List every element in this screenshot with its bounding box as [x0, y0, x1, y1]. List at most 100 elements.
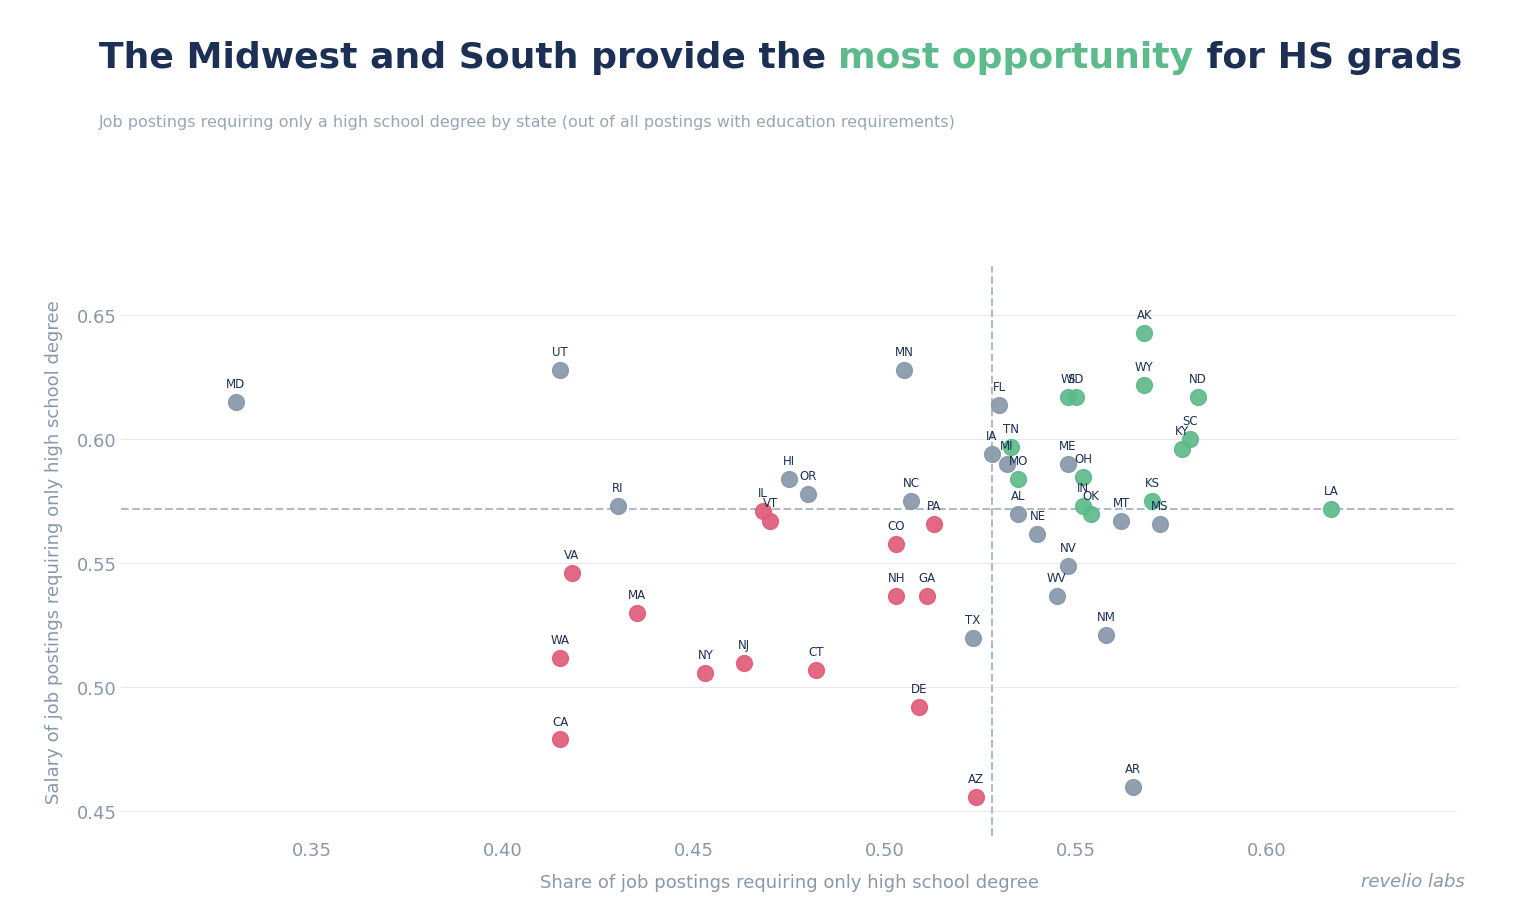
Text: The Midwest and South provide the: The Midwest and South provide the — [99, 41, 838, 75]
Point — [548, 732, 572, 747]
Text: NC: NC — [903, 477, 920, 490]
Point — [1178, 433, 1202, 448]
Text: ME: ME — [1060, 440, 1076, 453]
Point — [1140, 494, 1164, 509]
Text: MN: MN — [894, 346, 914, 358]
Point — [987, 398, 1011, 413]
Text: AK: AK — [1137, 309, 1152, 322]
Text: NE: NE — [1029, 509, 1046, 522]
Point — [961, 630, 985, 645]
Text: CT: CT — [808, 645, 824, 658]
Point — [979, 448, 1003, 462]
Text: revelio labs: revelio labs — [1362, 871, 1465, 890]
Point — [1094, 629, 1119, 643]
Text: WA: WA — [551, 633, 569, 646]
Point — [797, 487, 821, 502]
X-axis label: Share of job postings requiring only high school degree: Share of job postings requiring only hig… — [540, 873, 1038, 891]
Point — [560, 566, 584, 581]
Text: GA: GA — [918, 571, 935, 584]
Text: Job postings requiring only a high school degree by state (out of all postings w: Job postings requiring only a high schoo… — [99, 115, 955, 130]
Text: most opportunity: most opportunity — [838, 41, 1193, 75]
Y-axis label: Salary of job postings requiring only high school degree: Salary of job postings requiring only hi… — [44, 300, 62, 803]
Point — [1120, 779, 1145, 794]
Text: MS: MS — [1151, 499, 1169, 512]
Text: RI: RI — [612, 482, 624, 495]
Point — [1057, 458, 1081, 472]
Point — [1072, 499, 1096, 514]
Point — [1079, 507, 1104, 522]
Text: AR: AR — [1125, 762, 1142, 775]
Text: WY: WY — [1135, 360, 1154, 373]
Text: HI: HI — [783, 455, 795, 468]
Text: OH: OH — [1075, 452, 1093, 465]
Point — [1044, 589, 1069, 604]
Text: NY: NY — [697, 648, 713, 661]
Point — [999, 440, 1023, 455]
Point — [994, 458, 1019, 472]
Text: KS: KS — [1145, 477, 1160, 490]
Text: OK: OK — [1082, 489, 1099, 503]
Text: CO: CO — [888, 519, 905, 532]
Point — [1072, 470, 1096, 484]
Text: NV: NV — [1060, 541, 1076, 554]
Text: KY: KY — [1175, 425, 1190, 438]
Text: LA: LA — [1324, 484, 1339, 497]
Point — [1186, 391, 1210, 405]
Text: AL: AL — [1011, 489, 1026, 503]
Text: AZ: AZ — [968, 772, 984, 785]
Text: PA: PA — [927, 499, 941, 512]
Point — [1110, 515, 1134, 529]
Point — [750, 505, 774, 519]
Text: IL: IL — [757, 487, 768, 500]
Text: MA: MA — [627, 588, 645, 601]
Text: VT: VT — [762, 497, 777, 510]
Point — [899, 494, 923, 509]
Point — [805, 663, 829, 677]
Point — [606, 499, 630, 514]
Text: SC: SC — [1183, 415, 1198, 428]
Point — [1006, 507, 1031, 522]
Text: TN: TN — [1003, 423, 1019, 436]
Text: ND: ND — [1189, 373, 1207, 386]
Text: VA: VA — [565, 549, 580, 562]
Point — [891, 363, 915, 378]
Point — [624, 606, 648, 620]
Point — [883, 589, 908, 604]
Text: MI: MI — [1000, 440, 1014, 453]
Text: WV: WV — [1047, 571, 1066, 584]
Text: WI: WI — [1061, 373, 1075, 386]
Point — [1057, 391, 1081, 405]
Text: UT: UT — [553, 346, 568, 358]
Text: NJ: NJ — [738, 638, 750, 651]
Text: IA: IA — [987, 430, 997, 443]
Point — [1057, 559, 1081, 573]
Point — [883, 537, 908, 551]
Point — [1132, 326, 1157, 341]
Text: MD: MD — [226, 378, 246, 391]
Text: MO: MO — [1008, 455, 1028, 468]
Point — [1170, 442, 1195, 457]
Text: NH: NH — [888, 571, 905, 584]
Text: DE: DE — [911, 683, 927, 696]
Point — [906, 700, 931, 715]
Point — [1006, 472, 1031, 487]
Text: TX: TX — [965, 613, 981, 626]
Text: NM: NM — [1096, 611, 1116, 624]
Point — [548, 363, 572, 378]
Point — [1132, 378, 1157, 392]
Text: OR: OR — [800, 470, 817, 482]
Point — [1064, 391, 1088, 405]
Point — [223, 395, 247, 410]
Point — [548, 651, 572, 665]
Point — [694, 665, 718, 680]
Point — [1148, 516, 1172, 531]
Point — [964, 789, 988, 804]
Point — [923, 516, 947, 531]
Point — [757, 515, 782, 529]
Text: for HS grads: for HS grads — [1193, 41, 1462, 75]
Text: CA: CA — [553, 715, 568, 728]
Text: MT: MT — [1113, 497, 1129, 510]
Text: FL: FL — [993, 380, 1006, 393]
Point — [915, 589, 940, 604]
Point — [732, 655, 756, 670]
